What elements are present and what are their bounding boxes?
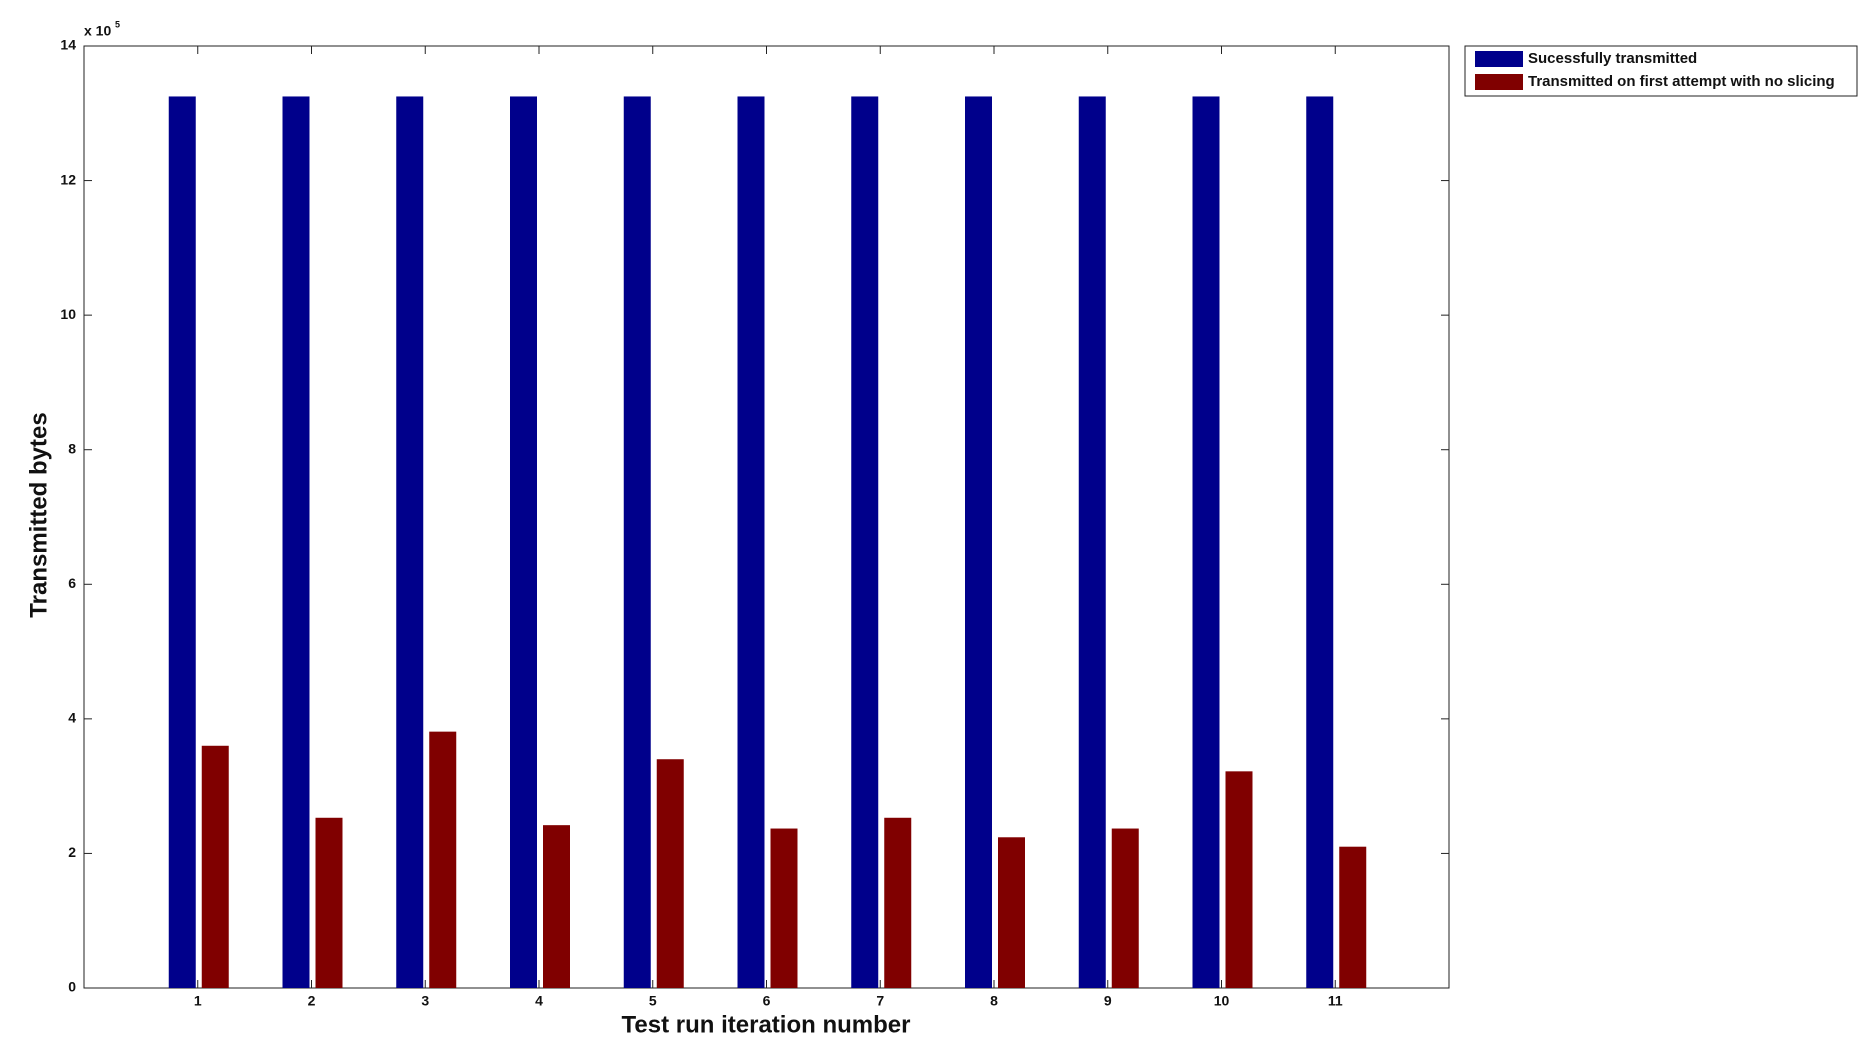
x-tick-label: 11 <box>1328 993 1343 1009</box>
legend-swatch <box>1475 51 1523 67</box>
y-axis-title: Transmitted bytes <box>25 412 52 617</box>
bar <box>884 817 912 988</box>
bar <box>656 759 684 988</box>
bar <box>965 96 992 988</box>
bar <box>770 828 798 988</box>
x-tick-label: 10 <box>1214 993 1230 1009</box>
bar <box>543 825 570 988</box>
y-tick-label: 8 <box>68 440 76 456</box>
x-tick-label: 9 <box>1104 993 1112 1009</box>
x-tick-label: 1 <box>194 993 202 1009</box>
y-multiplier: x 10 <box>84 23 111 39</box>
bar <box>201 745 229 988</box>
bar <box>1111 828 1139 988</box>
legend-box <box>1464 45 1858 97</box>
y-tick-label: 14 <box>60 37 76 53</box>
bar <box>510 96 537 988</box>
bar <box>1192 96 1220 988</box>
x-tick-label: 7 <box>876 993 884 1009</box>
y-tick-label: 6 <box>68 575 76 591</box>
x-tick-label: 5 <box>649 993 657 1009</box>
bar <box>1339 846 1367 988</box>
legend-swatch <box>1475 74 1523 90</box>
bar <box>998 837 1025 988</box>
legend-label: Sucessfully transmitted <box>1528 50 1697 67</box>
bar <box>851 96 879 988</box>
y-tick-label: 12 <box>60 171 76 187</box>
x-tick-label: 6 <box>763 993 771 1009</box>
x-tick-label: 3 <box>421 993 429 1009</box>
y-multiplier-exponent: 5 <box>115 19 120 29</box>
bar <box>315 817 343 988</box>
y-tick-label: 0 <box>68 979 76 995</box>
x-tick-label: 4 <box>535 993 543 1009</box>
legend-label: Transmitted on first attempt with no sli… <box>1528 73 1835 90</box>
bar <box>168 96 196 988</box>
bar <box>1225 771 1253 988</box>
x-tick-label: 2 <box>308 993 316 1009</box>
bar <box>1306 96 1334 988</box>
bar <box>396 96 424 988</box>
y-tick-label: 2 <box>68 844 76 860</box>
bar <box>1078 96 1106 988</box>
bar <box>282 96 310 988</box>
y-tick-label: 4 <box>68 710 76 726</box>
x-axis-title: Test run iteration number <box>622 1011 911 1038</box>
y-tick-label: 10 <box>60 306 76 322</box>
x-tick-label: 8 <box>990 993 998 1009</box>
bar <box>429 731 457 988</box>
bar <box>737 96 765 988</box>
bar <box>623 96 651 988</box>
